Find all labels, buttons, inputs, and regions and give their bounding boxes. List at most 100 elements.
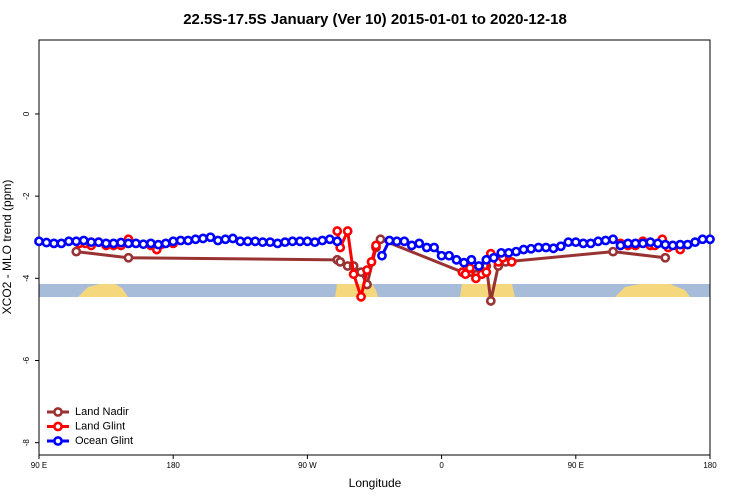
point bbox=[56, 238, 67, 249]
point bbox=[384, 235, 395, 246]
point bbox=[682, 239, 693, 250]
point bbox=[526, 243, 536, 254]
point bbox=[481, 254, 492, 265]
legend-marker bbox=[53, 407, 63, 417]
point bbox=[429, 242, 440, 253]
point bbox=[548, 243, 559, 254]
point bbox=[585, 238, 596, 249]
point bbox=[511, 246, 522, 257]
point bbox=[496, 247, 507, 258]
point bbox=[309, 237, 320, 248]
point bbox=[399, 236, 410, 247]
point bbox=[86, 237, 97, 248]
point bbox=[198, 233, 208, 244]
point bbox=[168, 236, 179, 247]
point bbox=[302, 236, 313, 247]
point bbox=[667, 240, 678, 251]
point bbox=[485, 296, 496, 306]
point bbox=[705, 234, 715, 245]
point bbox=[697, 234, 708, 245]
legend-label: Land Glint bbox=[75, 420, 125, 432]
point bbox=[473, 261, 484, 271]
point bbox=[160, 238, 171, 249]
point bbox=[116, 237, 126, 248]
point bbox=[436, 250, 447, 261]
point bbox=[608, 234, 618, 245]
point bbox=[332, 226, 343, 236]
point bbox=[533, 242, 544, 253]
point bbox=[205, 232, 216, 243]
point bbox=[242, 236, 253, 247]
x-tick-label: 90 E bbox=[31, 461, 47, 470]
point bbox=[615, 240, 626, 251]
point bbox=[220, 234, 231, 245]
point bbox=[503, 247, 514, 258]
point bbox=[78, 235, 89, 246]
point bbox=[366, 256, 377, 267]
land-ocean-strip bbox=[39, 284, 710, 297]
point bbox=[280, 237, 290, 248]
point bbox=[93, 237, 104, 248]
point bbox=[570, 237, 581, 248]
point bbox=[690, 237, 700, 248]
y-tick-label: -6 bbox=[22, 356, 31, 364]
point bbox=[593, 236, 604, 247]
point bbox=[190, 234, 201, 245]
point bbox=[108, 238, 119, 249]
point bbox=[123, 252, 134, 263]
point bbox=[541, 242, 551, 253]
point bbox=[377, 250, 387, 261]
chart-title: 22.5S-17.5S January (Ver 10) 2015-01-01 … bbox=[183, 11, 567, 28]
point bbox=[555, 241, 566, 252]
x-tick-label: 90 E bbox=[568, 461, 584, 470]
point bbox=[295, 236, 305, 247]
point bbox=[356, 291, 366, 302]
point bbox=[371, 240, 381, 251]
point bbox=[459, 257, 469, 268]
point bbox=[145, 238, 156, 249]
point bbox=[71, 246, 82, 257]
point bbox=[287, 236, 298, 247]
point bbox=[335, 256, 346, 267]
point bbox=[265, 237, 276, 248]
point bbox=[391, 236, 402, 247]
y-axis-label: XCO2 - MLO trend (ppm) bbox=[0, 180, 14, 315]
point bbox=[660, 239, 671, 250]
point bbox=[138, 239, 149, 250]
y-tick-label: -8 bbox=[22, 439, 31, 447]
point bbox=[71, 236, 82, 247]
point bbox=[257, 237, 268, 248]
land-strip bbox=[615, 284, 690, 297]
point bbox=[324, 234, 335, 245]
point bbox=[488, 252, 499, 263]
x-tick-label: 0 bbox=[439, 461, 444, 470]
point bbox=[375, 234, 386, 245]
plot-frame bbox=[38, 39, 711, 456]
point bbox=[362, 265, 372, 275]
point bbox=[213, 235, 223, 246]
point bbox=[414, 238, 425, 249]
point bbox=[227, 233, 238, 244]
legend-marker bbox=[53, 436, 63, 446]
point bbox=[41, 237, 52, 248]
x-tick-label: 180 bbox=[703, 461, 717, 470]
land-strip bbox=[78, 284, 128, 297]
point bbox=[645, 237, 656, 248]
y-tick-label: -4 bbox=[22, 274, 31, 282]
point bbox=[34, 236, 44, 247]
point bbox=[348, 269, 359, 280]
point bbox=[250, 236, 261, 247]
point bbox=[506, 256, 517, 267]
point bbox=[466, 254, 477, 265]
point bbox=[153, 239, 164, 250]
point bbox=[235, 236, 246, 247]
point bbox=[444, 250, 454, 261]
point bbox=[578, 238, 589, 249]
land-strip bbox=[460, 284, 515, 297]
y-tick-label: 0 bbox=[22, 111, 31, 116]
point bbox=[563, 237, 574, 248]
point bbox=[608, 246, 618, 257]
point bbox=[131, 238, 141, 249]
point bbox=[183, 235, 194, 246]
